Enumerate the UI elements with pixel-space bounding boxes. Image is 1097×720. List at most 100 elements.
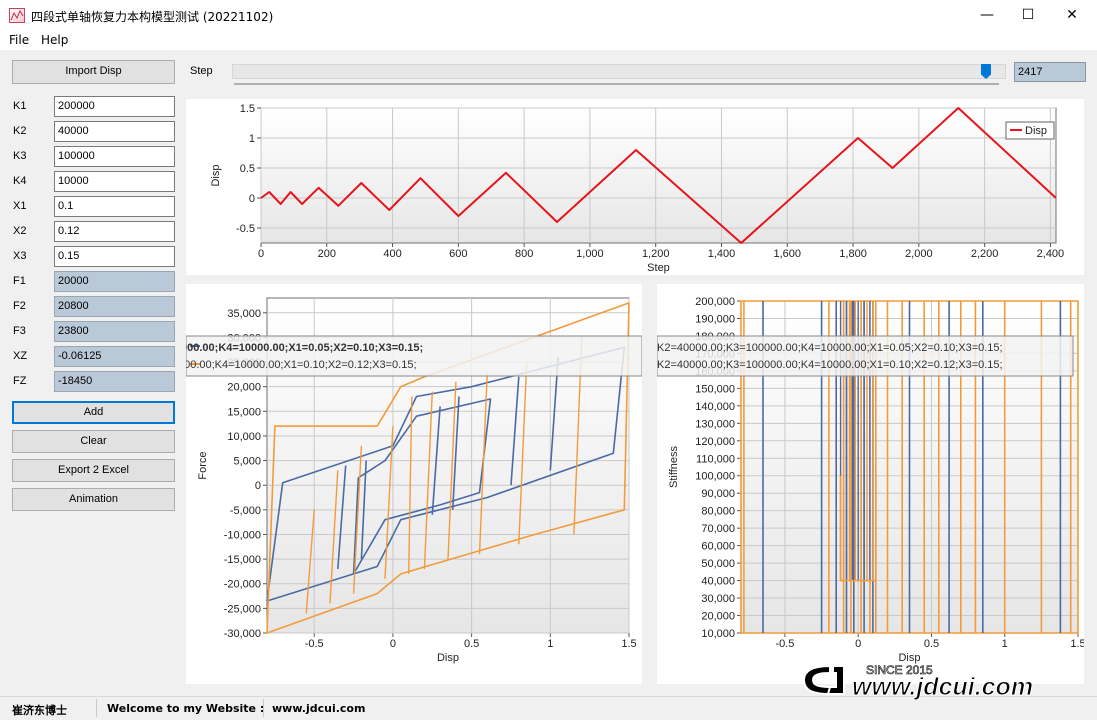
y-tick-label: 120,000 [695, 436, 735, 448]
maximize-button[interactable]: ☐ [1021, 7, 1035, 23]
status-separator [263, 699, 264, 717]
add-button[interactable]: Add [12, 401, 175, 424]
param-field-k3[interactable]: 100000 [54, 146, 175, 167]
y-tick-label: -30,000 [224, 628, 261, 640]
y-tick-label: 5,000 [233, 456, 261, 468]
disp-chart-panel: 0 200 400 600 800 1,000 1,200 1,400 1,600 1,800 2,… [186, 99, 1084, 275]
force-branch-orange [478, 371, 488, 555]
minimize-button[interactable]: — [980, 7, 994, 23]
chart-legend: Disp [1005, 121, 1055, 140]
x-tick-label: 200 [318, 248, 336, 260]
param-field-k2[interactable]: 40000 [54, 121, 175, 142]
force-branch-blue [337, 465, 347, 570]
status-website[interactable]: www.jdcui.com [272, 702, 366, 715]
app-icon [9, 8, 25, 23]
y-tick-label: 15,000 [227, 406, 261, 418]
force-branch-orange [352, 445, 363, 594]
x-tick-label: 0 [258, 248, 264, 260]
y-tick-label: 150,000 [695, 383, 735, 395]
force-branch-blue [510, 376, 520, 486]
slider-tick-line [234, 83, 999, 85]
x-tick-label: 0.5 [464, 638, 479, 650]
y-tick-label: 130,000 [695, 418, 735, 430]
y-tick-label: 80,000 [701, 506, 735, 518]
param-label-x3: X3 [13, 250, 27, 262]
step-slider[interactable] [232, 64, 1006, 79]
param-label-f2: F2 [13, 300, 26, 312]
x-tick-label: 1.5 [621, 638, 636, 650]
force-branch-orange [329, 470, 339, 604]
param-field-f2: 20800 [54, 296, 175, 317]
y-tick-label: 140,000 [695, 401, 735, 413]
x-tick-label: 1.5 [1070, 638, 1084, 650]
stiffness-chart-panel: -0.500.511.5200,000190,000180,000170,000… [656, 284, 1086, 684]
param-label-x2: X2 [13, 225, 27, 237]
y-tick-label: -15,000 [224, 554, 261, 566]
param-field-x1[interactable]: 0.1 [54, 196, 175, 217]
watermark-since: SINCE 2015 [866, 663, 933, 677]
param-label-f3: F3 [13, 325, 26, 337]
param-field-k4[interactable]: 10000 [54, 171, 175, 192]
slider-thumb[interactable] [980, 64, 991, 79]
force-branch-orange [447, 381, 457, 560]
y-tick-label: 1 [249, 133, 255, 145]
x-tick-label: 1 [1002, 638, 1008, 650]
jdcui-watermark-logo: SINCE 2015 www.jdcui.com [802, 663, 1034, 700]
param-field-f3: 23800 [54, 321, 175, 342]
stiffness-frame-orange [740, 300, 1079, 634]
force-branch-blue [451, 396, 460, 510]
close-button[interactable]: ✕ [1066, 7, 1078, 23]
y-tick-label: 35,000 [227, 308, 261, 320]
watermark-url: www.jdcui.com [852, 673, 1033, 700]
menu-bar: File Help [0, 31, 1097, 50]
y-tick-label: 10,000 [227, 431, 261, 443]
y-tick-label: -0.5 [236, 223, 255, 235]
plot-area [260, 107, 1057, 244]
y-tick-label: 70,000 [701, 523, 735, 535]
x-tick-label: 0.5 [924, 638, 939, 650]
menu-help[interactable]: Help [41, 33, 69, 47]
param-label-fz: FZ [13, 375, 27, 387]
force-loop-orange [266, 302, 630, 634]
y-tick-label: 110,000 [696, 453, 735, 465]
y-tick-label: 0 [249, 193, 255, 205]
param-field-x3[interactable]: 0.15 [54, 246, 175, 267]
animation-button[interactable]: Animation [12, 488, 175, 511]
x-tick-label: 2,000 [905, 248, 933, 260]
legend-label: K1=200000.00;K2=40000.00;K3=100000.00;K4… [186, 359, 417, 371]
status-separator [96, 699, 97, 717]
legend-box [656, 335, 1074, 377]
x-tick-label: -0.5 [775, 638, 794, 650]
param-field-x2[interactable]: 0.12 [54, 221, 175, 242]
y-tick-label: 20,000 [701, 611, 735, 623]
status-author: 崔济东博士 [12, 704, 67, 717]
param-field-k1[interactable]: 200000 [54, 96, 175, 117]
x-tick-label: 600 [449, 248, 467, 260]
force-branch-orange [384, 426, 394, 579]
export-excel-button[interactable]: Export 2 Excel [12, 459, 175, 482]
x-tick-label: 2,400 [1037, 248, 1065, 260]
x-tick-label: 1,600 [774, 248, 802, 260]
force-branch-orange [423, 391, 433, 570]
y-axis-label: Force [197, 451, 209, 479]
x-tick-label: 400 [383, 248, 401, 260]
param-label-k1: K1 [13, 100, 27, 112]
import-disp-button[interactable]: Import Disp [12, 60, 175, 84]
y-tick-label: -20,000 [224, 579, 261, 591]
y-tick-label: 0.5 [240, 163, 255, 175]
force-branch-blue [431, 406, 441, 515]
x-tick-label: 1,800 [839, 248, 867, 260]
x-tick-label: -0.5 [305, 638, 324, 650]
force-chart-panel: -0.500.511.535,00030,00025,00020,00015,0… [0, 284, 643, 684]
clear-button[interactable]: Clear [12, 430, 175, 453]
menu-file[interactable]: File [9, 33, 30, 47]
title-bar: 四段式单轴恢复力本构模型测试 (20221102) — ☐ ✕ [0, 0, 1097, 31]
x-axis-label: Step [647, 262, 670, 274]
y-tick-label: 1.5 [240, 103, 255, 115]
y-tick-label: 20,000 [227, 382, 261, 394]
param-label-k3: K3 [13, 150, 27, 162]
x-axis-label: Disp [898, 652, 920, 664]
logo-d-icon [826, 665, 845, 695]
y-axis-label: Disp [210, 164, 222, 186]
stiffness-center-box [839, 475, 877, 582]
